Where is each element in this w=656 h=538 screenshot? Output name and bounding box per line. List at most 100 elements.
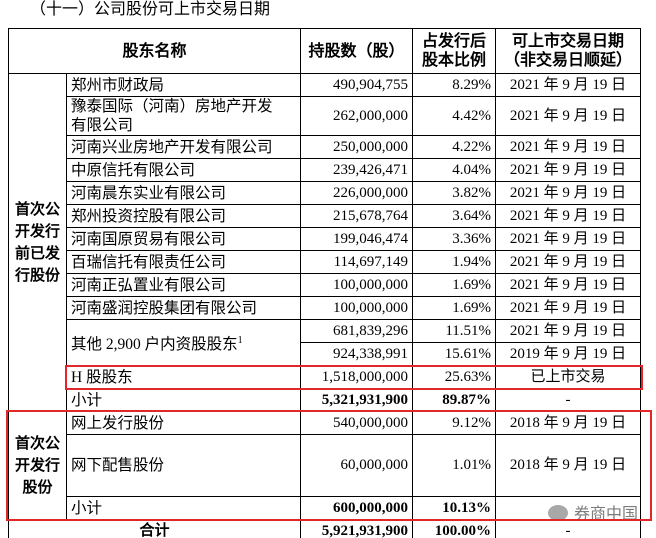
name-cell: 百瑞信托有限责任公司: [65, 250, 302, 274]
value-cell: 11.51%: [412, 319, 497, 343]
text: 262,000,000: [333, 107, 409, 124]
text: 百瑞信托有限责任公司: [71, 253, 227, 271]
value-cell: 1.69%: [412, 273, 497, 297]
total-cell: 5,921,931,900: [300, 519, 414, 538]
text: 100,000,000: [333, 299, 409, 316]
value-cell: 2021 年 9 月 19 日: [495, 135, 642, 159]
header-cell: 持股数（股）: [300, 28, 414, 74]
text: 15.61%: [444, 345, 492, 362]
text: 25.63%: [444, 368, 492, 385]
value-cell: 2021 年 9 月 19 日: [495, 96, 642, 136]
value-cell: 2019 年 9 月 19 日: [495, 342, 642, 366]
value-cell: 490,904,755: [300, 73, 414, 97]
text: 3.36%: [452, 230, 492, 247]
value-cell: 1,518,000,000: [300, 365, 414, 389]
text: 60,000,000: [340, 457, 409, 473]
total-cell: 100.00%: [412, 519, 497, 538]
data-row: 首次公开发行股份 网上发行股份 540,000,000 9.12% 2018 年 9 月…: [8, 411, 642, 520]
text: 10.13%: [442, 499, 492, 516]
value-cell: 2021 年 9 月 19 日: [495, 296, 642, 320]
value-cell: 1.01%: [412, 434, 497, 497]
text: 226,000,000: [333, 184, 409, 201]
value-cell: 1.69%: [412, 296, 497, 320]
text: 网上发行股份: [71, 414, 165, 432]
subtotal-cell: 600,000,000: [300, 496, 414, 520]
text: -: [565, 522, 571, 538]
text: 100.00%: [434, 522, 492, 538]
text: 已上市交易: [530, 368, 606, 385]
text: 1.01%: [452, 457, 492, 473]
header-cell: 可上市交易日期 （非交易日顺延）: [495, 28, 642, 74]
watermark: 券商中国: [548, 500, 638, 524]
text: 250,000,000: [333, 138, 409, 155]
name-cell: 河南国原贸易有限公司: [65, 227, 302, 251]
text: 3.64%: [452, 207, 492, 224]
data-row: 网下配售股份 60,000,000 1.01% 2018 年 9 月 19 日: [9, 434, 642, 497]
header-cell: 占发行后 股本比例: [412, 28, 497, 74]
text: 小计: [71, 499, 103, 517]
text: 首次公开发行股份: [14, 435, 60, 496]
text: 2021 年 9 月 19 日: [509, 230, 627, 247]
section-title: （十一）公司股份可上市交易日期: [30, 1, 271, 18]
text-line: 股东名称: [122, 42, 187, 60]
header-cell: 股东名称: [7, 28, 302, 74]
data-row: 郑州投资控股有限公司 215,678,764 3.64% 2021 年 9 月 19 …: [9, 204, 642, 228]
text: 2018 年 9 月 19 日: [509, 414, 627, 431]
text: 9.12%: [452, 414, 492, 431]
data-row: 百瑞信托有限责任公司 114,697,149 1.94% 2021 年 9 月 19 …: [9, 250, 642, 274]
subtotal-cell: 89.87%: [412, 388, 497, 412]
total-label: 合计: [7, 519, 302, 538]
subtotal-label: 小计: [65, 388, 302, 412]
text-line: 有限公司: [71, 117, 134, 134]
text-line: 可上市交易日期: [512, 33, 625, 50]
text: 河南兴业房地产开发有限公司: [71, 138, 273, 156]
value-cell: 250,000,000: [300, 135, 414, 159]
text: 河南盛润控股集团有限公司: [71, 299, 258, 317]
value-cell: 2021 年 9 月 19 日: [495, 204, 642, 228]
text: 600,000,000: [333, 499, 409, 516]
text: 2018 年 9 月 19 日: [509, 457, 627, 473]
text: 2021 年 9 月 19 日: [509, 299, 627, 316]
value-cell: 2021 年 9 月 19 日: [495, 227, 642, 251]
text: 小计: [71, 391, 103, 409]
data-row: 河南晨东实业有限公司 226,000,000 3.82% 2021 年 9 月 19 …: [9, 181, 642, 205]
name-cell: 河南盛润控股集团有限公司: [65, 296, 302, 320]
text: 490,904,755: [333, 76, 409, 93]
subtotal-row: 小计 5,321,931,900 89.87% -: [9, 388, 642, 412]
text: 8.29%: [452, 76, 492, 93]
text: 100,000,000: [333, 276, 409, 293]
subtotal-cell: [495, 496, 642, 520]
value-cell: 681,839,296: [300, 319, 414, 343]
value-cell: 2021 年 9 月 19 日: [495, 158, 642, 182]
data-row: 其他 2,900 户内资股股东1 681,839,296 11.51% 2021 年 …: [9, 319, 642, 366]
data-row: 豫泰国际（河南）房地产开发 有限公司 262,000,000 4.42% 2021 年 …: [9, 96, 642, 136]
text: 4.42%: [452, 107, 492, 124]
value-cell: 3.36%: [412, 227, 497, 251]
value-cell: 239,426,471: [300, 158, 414, 182]
text: 215,678,764: [333, 207, 409, 224]
value-cell: 4.04%: [412, 158, 497, 182]
text: 中原信托有限公司: [71, 161, 196, 179]
data-row: 924,338,991 15.61% 2019 年 9 月 19 日: [9, 342, 642, 366]
footnote-mark: 1: [237, 334, 243, 346]
value-cell: 4.22%: [412, 135, 497, 159]
text: 199,046,474: [333, 230, 409, 247]
text: 681,839,296: [333, 322, 409, 339]
value-cell: 3.64%: [412, 204, 497, 228]
text: H 股股东: [71, 368, 133, 386]
text: 540,000,000: [333, 414, 409, 431]
name-cell: 河南正弘置业有限公司: [65, 273, 302, 297]
text: 3.82%: [452, 184, 492, 201]
name-cell: 河南兴业房地产开发有限公司: [65, 135, 302, 159]
text: 合计: [139, 522, 170, 538]
text: 河南正弘置业有限公司: [71, 276, 227, 294]
value-cell: 540,000,000: [300, 411, 414, 435]
text-line: 持股数（股）: [308, 42, 405, 60]
text: 2019 年 9 月 19 日: [509, 345, 627, 362]
value-cell: 15.61%: [412, 342, 497, 366]
text: 1.69%: [452, 276, 492, 293]
text: 其他 2,900 户内资股股东: [71, 336, 238, 354]
text: 郑州市财政局: [71, 76, 165, 94]
text: 2021 年 9 月 19 日: [509, 253, 627, 270]
